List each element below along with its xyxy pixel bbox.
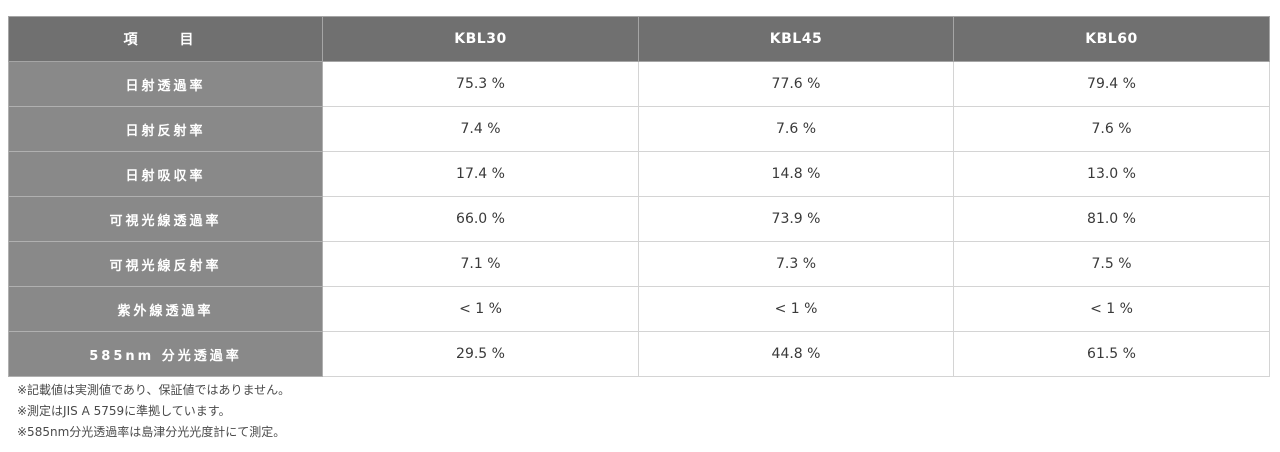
row-label: 紫外線透過率 [8,286,323,332]
header-kbl60: KBL60 [953,16,1270,62]
cell-value: 7.6 % [953,106,1270,152]
cell-value: 7.3 % [638,241,954,287]
footnote: ※記載値は実測値であり、保証値ではありません。 [17,383,291,397]
cell-value: 75.3 % [322,61,639,107]
header-item: 項 目 [8,16,323,62]
cell-value: 29.5 % [322,331,639,377]
table-row: 日射透過率 75.3 % 77.6 % 79.4 % [8,61,1270,107]
table-row: 日射反射率 7.4 % 7.6 % 7.6 % [8,106,1270,152]
table-row: 日射吸収率 17.4 % 14.8 % 13.0 % [8,151,1270,197]
row-label: 日射吸収率 [8,151,323,197]
row-label: 585nm 分光透過率 [8,331,323,377]
cell-value: 79.4 % [953,61,1270,107]
cell-value: 66.0 % [322,196,639,242]
row-label: 可視光線透過率 [8,196,323,242]
table-row: 紫外線透過率 < 1 % < 1 % < 1 % [8,286,1270,332]
cell-value: 7.6 % [638,106,954,152]
cell-value: 7.1 % [322,241,639,287]
spec-table: 項 目 KBL30 KBL45 KBL60 日射透過率 75.3 % 77.6 … [8,16,1270,377]
cell-value: 77.6 % [638,61,954,107]
footnote: ※585nm分光透過率は島津分光光度計にて測定。 [17,425,286,439]
row-label: 日射透過率 [8,61,323,107]
footnote: ※測定はJIS A 5759に準拠しています。 [17,404,231,418]
header-kbl30: KBL30 [322,16,639,62]
cell-value: < 1 % [638,286,954,332]
cell-value: 13.0 % [953,151,1270,197]
cell-value: 73.9 % [638,196,954,242]
row-label: 日射反射率 [8,106,323,152]
cell-value: 61.5 % [953,331,1270,377]
cell-value: 17.4 % [322,151,639,197]
cell-value: 14.8 % [638,151,954,197]
cell-value: 81.0 % [953,196,1270,242]
table-header-row: 項 目 KBL30 KBL45 KBL60 [8,16,1270,62]
table-row: 585nm 分光透過率 29.5 % 44.8 % 61.5 % [8,331,1270,377]
header-kbl45: KBL45 [638,16,954,62]
row-label: 可視光線反射率 [8,241,323,287]
cell-value: 7.5 % [953,241,1270,287]
footnotes: ※記載値は実測値であり、保証値ではありません。 ※測定はJIS A 5759に準… [17,380,290,443]
cell-value: 7.4 % [322,106,639,152]
cell-value: < 1 % [322,286,639,332]
cell-value: < 1 % [953,286,1270,332]
table-row: 可視光線反射率 7.1 % 7.3 % 7.5 % [8,241,1270,287]
table-row: 可視光線透過率 66.0 % 73.9 % 81.0 % [8,196,1270,242]
cell-value: 44.8 % [638,331,954,377]
